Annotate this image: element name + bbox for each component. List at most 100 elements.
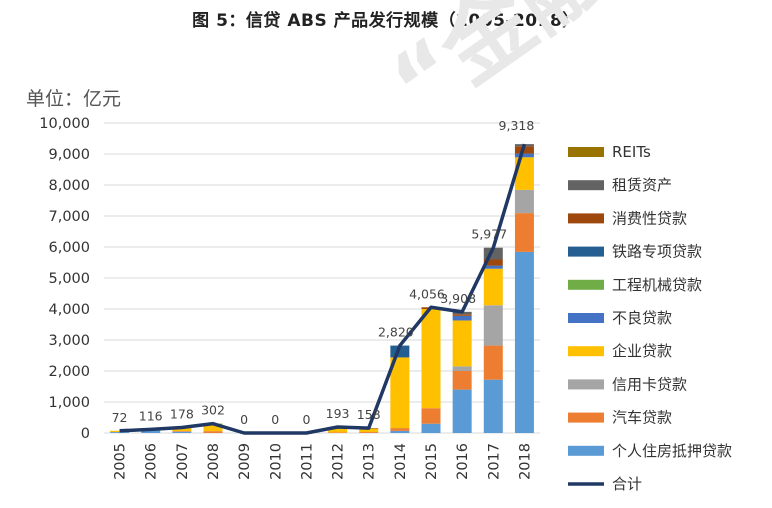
x-tick-label: 2005	[113, 443, 129, 480]
bar-segment	[172, 431, 192, 432]
total-data-label: 2,820	[378, 325, 414, 340]
legend-swatch	[568, 412, 604, 423]
bar-segment	[172, 427, 192, 432]
bar-segment	[514, 213, 534, 252]
x-tick-label: 2014	[393, 443, 409, 480]
bar-segment	[172, 431, 192, 433]
x-tick-label: 2007	[175, 443, 191, 480]
unit-label: 单位：亿元	[26, 88, 122, 110]
bar-segment	[514, 251, 534, 433]
legend-swatch	[568, 147, 604, 157]
total-data-label: 3,908	[440, 291, 476, 306]
y-tick-label: 0	[81, 426, 90, 442]
x-tick-label: 2013	[362, 443, 378, 480]
legend-label: REITs	[612, 143, 651, 161]
total-data-label: 0	[240, 412, 248, 427]
chart-title: 图 5：信贷 ABS 产品发行规模（2005-2018）	[192, 11, 580, 31]
total-data-label: 4,056	[409, 286, 445, 301]
bar-segment	[483, 345, 503, 380]
bar-segment	[390, 345, 410, 358]
bar-segment	[483, 305, 503, 346]
legend-swatch	[568, 213, 604, 224]
legend-swatch	[568, 346, 604, 357]
legend-swatch	[568, 246, 604, 257]
bar-segment	[483, 379, 503, 433]
total-data-label: 193	[326, 406, 350, 421]
bar-segment	[452, 314, 472, 316]
legend-label: 合计	[612, 475, 642, 493]
legend-label: 工程机械贷款	[612, 276, 702, 294]
y-tick-label: 4,000	[48, 302, 90, 318]
total-data-label: 5,977	[471, 227, 507, 242]
bar-segment	[514, 189, 534, 214]
x-tick-label: 2011	[299, 443, 315, 480]
bar-segment	[452, 366, 472, 371]
total-data-label: 0	[271, 412, 279, 427]
total-data-label: 158	[357, 407, 381, 422]
y-tick-label: 6,000	[48, 240, 90, 256]
x-tick-label: 2017	[486, 443, 502, 480]
bar-segment	[141, 429, 161, 433]
y-tick-label: 8,000	[48, 178, 90, 194]
x-tick-label: 2016	[455, 443, 471, 480]
y-tick-label: 2,000	[48, 364, 90, 380]
total-data-label: 302	[201, 403, 225, 418]
y-tick-label: 5,000	[48, 271, 90, 287]
bar-segment	[452, 320, 472, 367]
bar-segment	[452, 371, 472, 390]
legend-swatch	[568, 445, 604, 456]
y-tick-label: 9,000	[48, 147, 90, 163]
bar-segment	[421, 423, 441, 433]
total-data-label: 0	[302, 412, 310, 427]
total-data-label: 178	[170, 406, 194, 421]
legend-swatch	[568, 379, 604, 390]
bar-segment	[110, 430, 130, 433]
y-tick-label: 10,000	[39, 116, 90, 132]
total-line	[119, 143, 527, 435]
x-tick-label: 2009	[237, 443, 253, 480]
y-tick-label: 7,000	[48, 209, 90, 225]
bar-segment	[514, 153, 534, 158]
total-data-label: 9,318	[499, 118, 535, 133]
bar-segment	[452, 315, 472, 321]
bar-segment	[483, 259, 503, 266]
total-data-label: 72	[112, 410, 128, 425]
bar-segment	[359, 428, 379, 433]
bar-segment	[390, 428, 410, 431]
legend-label: 不良贷款	[612, 309, 672, 327]
total-data-label: 116	[139, 408, 163, 423]
bar-segment	[421, 408, 441, 424]
x-tick-label: 2006	[144, 443, 160, 480]
legend-label: 信用卡贷款	[612, 375, 687, 393]
bar-segment	[328, 427, 348, 433]
legend-swatch	[568, 180, 604, 191]
y-tick-label: 3,000	[48, 333, 90, 349]
x-tick-label: 2012	[331, 443, 347, 480]
y-tick-label: 1,000	[48, 395, 90, 411]
x-tick-label: 2010	[268, 443, 284, 480]
x-tick-label: 2015	[424, 443, 440, 480]
bar-segment	[483, 268, 503, 306]
bar-segment	[452, 389, 472, 433]
legend-swatch	[568, 313, 604, 323]
bar-segment	[390, 430, 410, 433]
bar-segment	[390, 357, 410, 429]
bar-segment	[483, 265, 503, 269]
bar-segment	[203, 431, 223, 433]
legend-label: 汽车贷款	[612, 409, 672, 427]
legend-swatch	[568, 279, 604, 290]
bar-segment	[203, 423, 223, 432]
bar-segment	[421, 309, 441, 409]
legend-label: 企业贷款	[612, 342, 672, 360]
bar-segment	[483, 247, 503, 260]
x-tick-label: 2018	[517, 443, 533, 480]
bar-segment	[328, 432, 348, 433]
legend-label: 铁路专项贷款	[612, 243, 702, 261]
legend-label: 租赁资产	[612, 176, 672, 194]
bar-segment	[110, 432, 130, 433]
x-tick-label: 2008	[206, 443, 222, 480]
legend-label: 个人住房抵押贷款	[612, 442, 732, 460]
legend-label: 消费性贷款	[612, 209, 687, 227]
bar-segment	[359, 432, 379, 433]
